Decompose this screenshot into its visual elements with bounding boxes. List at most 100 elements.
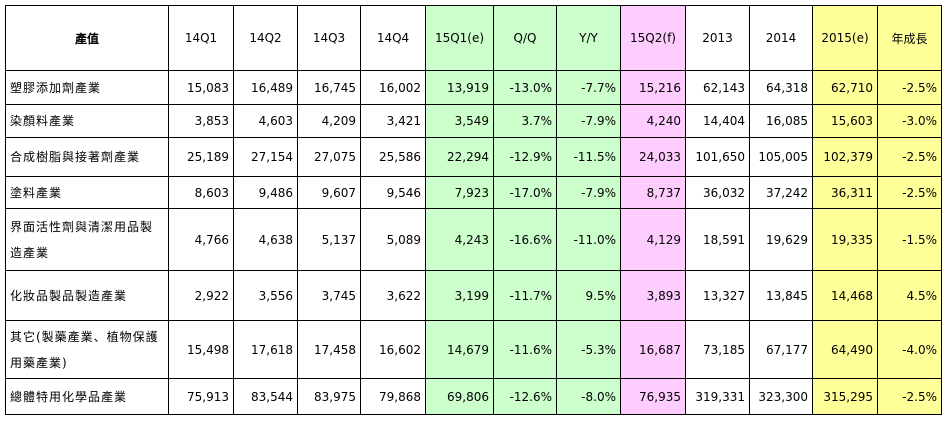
table-cell: 4,243 [425, 208, 494, 271]
table-cell: 9,486 [233, 176, 298, 209]
table-cell: -11.7% [493, 270, 557, 321]
table-cell: 69,806 [425, 378, 494, 415]
table-cell: 319,331 [685, 378, 750, 415]
table-cell: 17,618 [233, 320, 298, 379]
header-cell: 2015(e) [812, 5, 878, 71]
table-cell: -5.3% [556, 320, 621, 379]
table-cell: 25,189 [168, 137, 234, 177]
table-cell: 15,603 [812, 104, 878, 138]
table-row: 塗料產業 8,603 9,486 9,607 9,546 7,923 -17.0% -7.9%… [5, 176, 942, 209]
table-cell: 3.7% [493, 104, 557, 138]
header-cell: 15Q2(f) [620, 5, 686, 71]
table-row: 界面活性劑與清潔用品製造產業 4,766 4,638 5,137 5,089 4,243-… [5, 208, 942, 271]
table-cell: 4,638 [233, 208, 298, 271]
table-cell: 3,549 [425, 104, 494, 138]
table-cell: 3,853 [168, 104, 234, 138]
table-cell: 67,177 [749, 320, 813, 379]
table-cell: 4,129 [620, 208, 686, 271]
table-cell: 14,404 [685, 104, 750, 138]
table-cell: 79,868 [360, 378, 426, 415]
table-cell: 14,468 [812, 270, 878, 321]
table-cell: -2.5% [877, 176, 942, 209]
table-cell: 83,975 [297, 378, 361, 415]
table-cell: 25,586 [360, 137, 426, 177]
table-cell: 15,216 [620, 70, 686, 105]
row-label: 塑膠添加劑產業 [5, 70, 169, 105]
table-cell: -2.5% [877, 137, 942, 177]
table-cell: -12.9% [493, 137, 557, 177]
table-row: 其它(製藥產業、植物保護用藥產業) 15,498 17,618 17,458 16,60… [5, 320, 942, 379]
table-cell: 15,498 [168, 320, 234, 379]
table-cell: 22,294 [425, 137, 494, 177]
table-cell: -2.5% [877, 378, 942, 415]
table-cell: 4,209 [297, 104, 361, 138]
table-cell: 73,185 [685, 320, 750, 379]
header-cell: Y/Y [556, 5, 621, 71]
header-cell: 14Q4 [360, 5, 426, 71]
table-cell: 19,335 [812, 208, 878, 271]
table-cell: 13,327 [685, 270, 750, 321]
table-cell: -2.5% [877, 70, 942, 105]
table-cell: 9,546 [360, 176, 426, 209]
table-cell: -16.6% [493, 208, 557, 271]
row-label: 合成樹脂與接著劑產業 [5, 137, 169, 177]
header-cell: 14Q3 [297, 5, 361, 71]
table-cell: 83,544 [233, 378, 298, 415]
table-cell: 16,085 [749, 104, 813, 138]
table-row: 染顏料產業 3,853 4,603 4,209 3,421 3,549 3.7% -7.9% 4… [5, 104, 942, 138]
table-cell: 105,005 [749, 137, 813, 177]
table-cell: 323,300 [749, 378, 813, 415]
table-cell: 18,591 [685, 208, 750, 271]
table-row: 化妝品製品製造產業 2,922 3,556 3,745 3,622 3,199 -11.7%… [5, 270, 942, 321]
header-cell: 產值 [5, 5, 169, 71]
table-cell: 19,629 [749, 208, 813, 271]
row-label: 總體特用化學品產業 [5, 378, 169, 415]
table-cell: -1.5% [877, 208, 942, 271]
table-cell: 14,679 [425, 320, 494, 379]
header-cell: 14Q1 [168, 5, 234, 71]
header-cell: 2013 [685, 5, 750, 71]
table-cell: 15,083 [168, 70, 234, 105]
table-cell: -12.6% [493, 378, 557, 415]
table-cell: 4,240 [620, 104, 686, 138]
table-cell: 101,650 [685, 137, 750, 177]
table-cell: 16,602 [360, 320, 426, 379]
table-cell: 8,737 [620, 176, 686, 209]
header-cell: Q/Q [493, 5, 557, 71]
header-cell: 年成長 [877, 5, 942, 71]
table-cell: 3,893 [620, 270, 686, 321]
table-cell: 4,603 [233, 104, 298, 138]
table-cell: -11.5% [556, 137, 621, 177]
table-cell: -7.7% [556, 70, 621, 105]
table-cell: 9,607 [297, 176, 361, 209]
table-cell: 64,490 [812, 320, 878, 379]
table-cell: 36,311 [812, 176, 878, 209]
table-cell: 4.5% [877, 270, 942, 321]
table-cell: 16,745 [297, 70, 361, 105]
table-cell: 16,002 [360, 70, 426, 105]
header-cell: 2014 [749, 5, 813, 71]
table-cell: 37,242 [749, 176, 813, 209]
table-cell: 7,923 [425, 176, 494, 209]
table-cell: 8,603 [168, 176, 234, 209]
row-label: 染顏料產業 [5, 104, 169, 138]
table-cell: 17,458 [297, 320, 361, 379]
table-cell: 36,032 [685, 176, 750, 209]
table-row: 合成樹脂與接著劑產業 25,189 27,154 27,075 25,586 22,294… [5, 137, 942, 177]
table-cell: 4,766 [168, 208, 234, 271]
table-cell: -7.9% [556, 104, 621, 138]
table-cell: 62,710 [812, 70, 878, 105]
table-cell: 16,687 [620, 320, 686, 379]
table-cell: 62,143 [685, 70, 750, 105]
table-cell: 3,199 [425, 270, 494, 321]
table-cell: 64,318 [749, 70, 813, 105]
header-cell: 14Q2 [233, 5, 298, 71]
table-cell: -13.0% [493, 70, 557, 105]
table-cell: 315,295 [812, 378, 878, 415]
table-row: 總體特用化學品產業 75,913 83,544 83,975 79,868 69,806-… [5, 378, 942, 415]
table-cell: -7.9% [556, 176, 621, 209]
table-cell: 3,556 [233, 270, 298, 321]
row-label: 化妝品製品製造產業 [5, 270, 169, 321]
table-cell: 13,919 [425, 70, 494, 105]
